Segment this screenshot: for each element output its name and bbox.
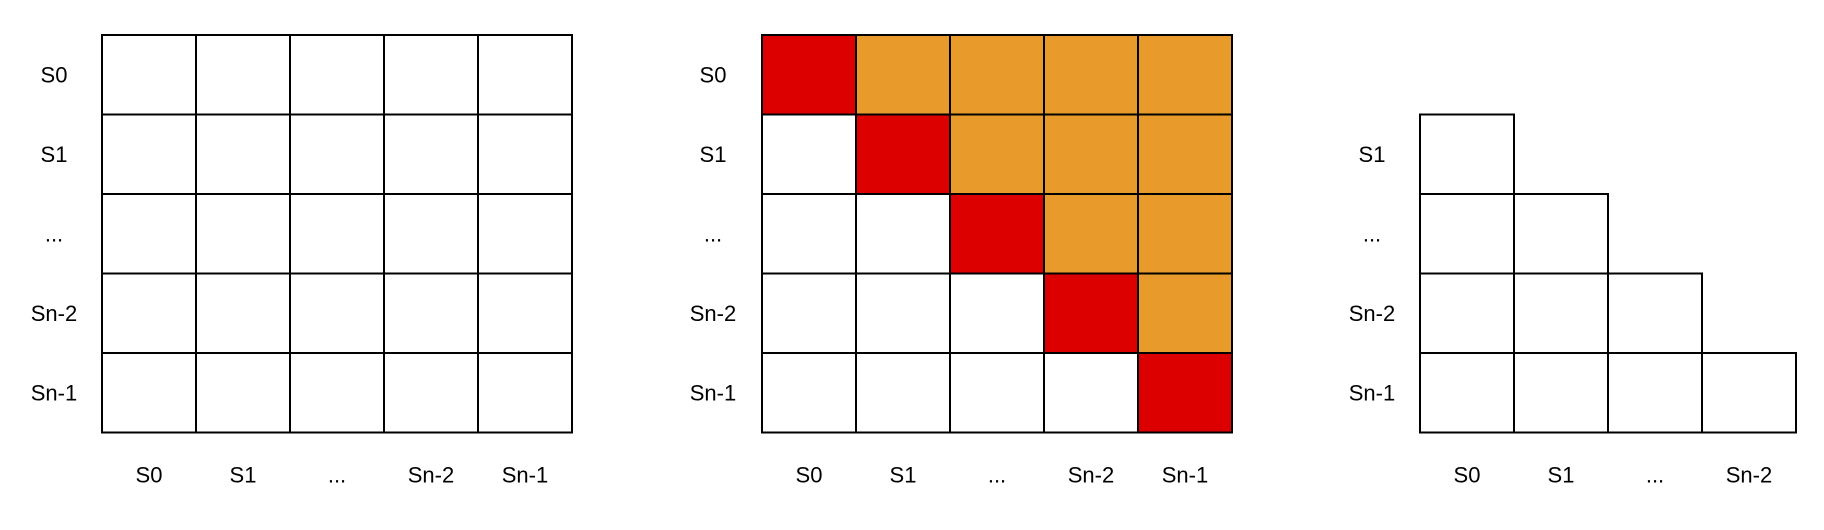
cell-empty-r4-c2 [289, 352, 385, 434]
cell-diagonal-r2-c2 [949, 193, 1045, 275]
column-label: S1 [1548, 463, 1575, 488]
cell-empty-r3-c2 [949, 272, 1045, 354]
cell-empty-r2-c0 [101, 193, 197, 275]
cell-upper-r2-c4 [1137, 193, 1233, 275]
cell-upper-r0-c1 [855, 34, 951, 116]
row-label: ... [45, 221, 63, 246]
cell-upper-r0-c3 [1043, 34, 1139, 116]
cell-diagonal-r4-c4 [1137, 352, 1233, 434]
cell-empty-r4-c2 [1607, 352, 1703, 434]
cell-empty-r1-c3 [383, 113, 479, 195]
row-label: Sn-1 [1349, 380, 1395, 405]
column-label: S1 [230, 463, 257, 488]
cell-empty-r1-c0 [101, 113, 197, 195]
row-label: S1 [1359, 142, 1386, 167]
row-label: Sn-2 [31, 301, 77, 326]
cell-empty-r0-c1 [195, 34, 291, 116]
cell-empty-r4-c0 [101, 352, 197, 434]
cell-empty-r4-c4 [477, 352, 573, 434]
cell-upper-r2-c3 [1043, 193, 1139, 275]
cell-empty-r2-c0 [1419, 193, 1515, 275]
cell-diagonal-r0-c0 [761, 34, 857, 116]
cell-upper-r1-c2 [949, 113, 1045, 195]
cell-empty-r1-c0 [1419, 113, 1515, 195]
column-label: ... [328, 463, 346, 488]
cell-empty-r3-c0 [101, 272, 197, 354]
column-label: ... [1646, 463, 1664, 488]
cell-diagonal-r3-c3 [1043, 272, 1139, 354]
cell-empty-r3-c2 [289, 272, 385, 354]
row-label: S1 [700, 142, 727, 167]
column-label: S1 [890, 463, 917, 488]
cell-empty-r1-c1 [195, 113, 291, 195]
cell-empty-r4-c0 [761, 352, 857, 434]
cell-empty-r2-c3 [383, 193, 479, 275]
cell-diagonal-r1-c1 [855, 113, 951, 195]
cell-empty-r2-c0 [761, 193, 857, 275]
cell-empty-r0-c4 [477, 34, 573, 116]
cell-empty-r0-c2 [289, 34, 385, 116]
cell-empty-r4-c1 [195, 352, 291, 434]
row-label: Sn-2 [1349, 301, 1395, 326]
row-label: ... [704, 221, 722, 246]
cell-upper-r0-c4 [1137, 34, 1233, 116]
cell-empty-r1-c4 [477, 113, 573, 195]
cell-empty-r2-c1 [855, 193, 951, 275]
column-label: S0 [136, 463, 163, 488]
highlighted-matrix-grid: S0 S1... Sn-2 Sn-1 S0 S1... Sn-2 Sn-1 [690, 34, 1233, 488]
cell-empty-r3-c2 [1607, 272, 1703, 354]
column-label: ... [988, 463, 1006, 488]
row-label: S1 [41, 142, 68, 167]
row-label: S0 [41, 62, 68, 87]
cell-empty-r4-c3 [1043, 352, 1139, 434]
cell-empty-r1-c0 [761, 113, 857, 195]
row-label: ... [1363, 221, 1381, 246]
cell-upper-r1-c4 [1137, 113, 1233, 195]
cell-empty-r3-c3 [383, 272, 479, 354]
cell-upper-r0-c2 [949, 34, 1045, 116]
cell-empty-r3-c0 [761, 272, 857, 354]
cell-empty-r4-c0 [1419, 352, 1515, 434]
cell-empty-r2-c2 [289, 193, 385, 275]
cell-empty-r1-c2 [289, 113, 385, 195]
cell-empty-r0-c3 [383, 34, 479, 116]
row-label: Sn-2 [690, 301, 736, 326]
cell-empty-r4-c3 [1701, 352, 1797, 434]
column-label: S0 [796, 463, 823, 488]
cell-empty-r3-c0 [1419, 272, 1515, 354]
cell-upper-r3-c4 [1137, 272, 1233, 354]
cell-empty-r3-c4 [477, 272, 573, 354]
row-label: Sn-1 [31, 380, 77, 405]
cell-empty-r3-c1 [1513, 272, 1609, 354]
cell-empty-r2-c4 [477, 193, 573, 275]
cell-empty-r2-c1 [195, 193, 291, 275]
row-label: Sn-1 [690, 380, 736, 405]
column-label: S0 [1454, 463, 1481, 488]
cell-empty-r3-c1 [195, 272, 291, 354]
cell-empty-r3-c1 [855, 272, 951, 354]
column-label: Sn-1 [1162, 463, 1208, 488]
cell-empty-r2-c1 [1513, 193, 1609, 275]
cell-upper-r1-c3 [1043, 113, 1139, 195]
column-label: Sn-2 [1726, 463, 1772, 488]
cell-empty-r4-c1 [855, 352, 951, 434]
cell-empty-r4-c2 [949, 352, 1045, 434]
full-matrix-grid: S0 S1... Sn-2 Sn-1 S0 S1... Sn-2 Sn-1 [31, 34, 573, 488]
lower-triangle-grid: S1... Sn-2 Sn-1 S0 S1... Sn-2 [1349, 113, 1797, 488]
cell-empty-r4-c1 [1513, 352, 1609, 434]
cell-empty-r0-c0 [101, 34, 197, 116]
column-label: Sn-1 [502, 463, 548, 488]
cell-empty-r4-c3 [383, 352, 479, 434]
column-label: Sn-2 [1068, 463, 1114, 488]
column-label: Sn-2 [408, 463, 454, 488]
row-label: S0 [700, 62, 727, 87]
